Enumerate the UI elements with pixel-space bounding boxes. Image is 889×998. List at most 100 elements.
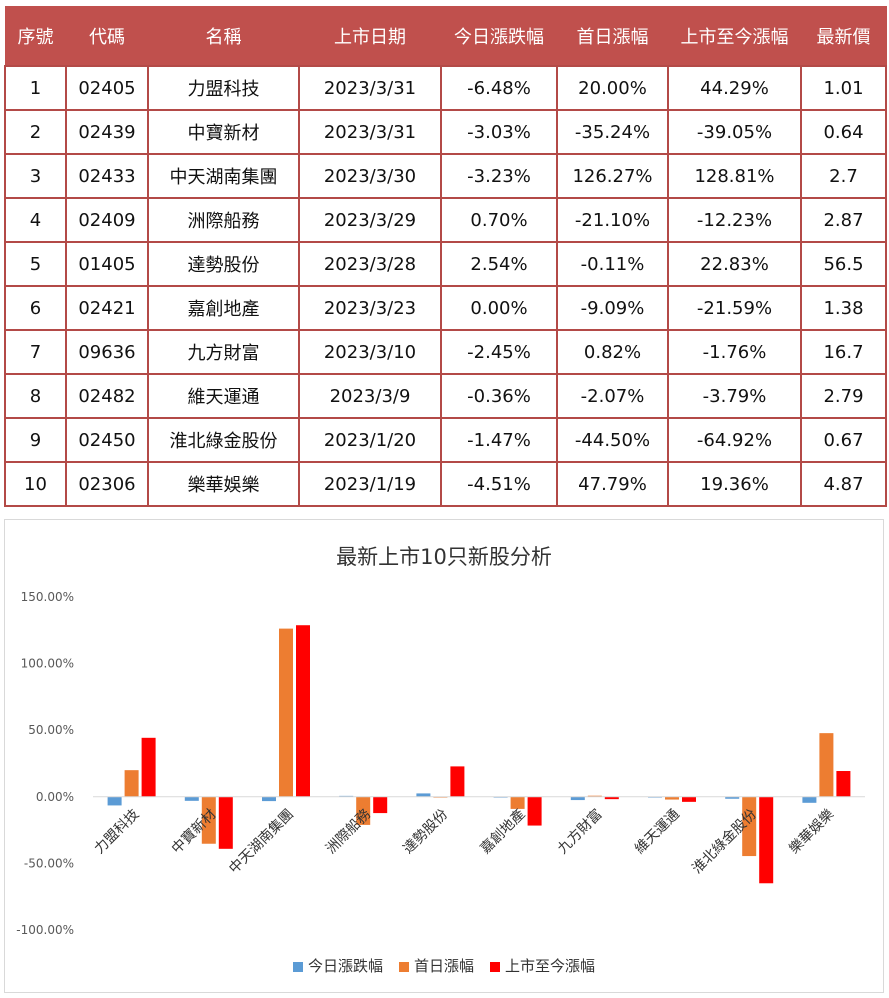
legend-item: 上市至今漲幅 <box>490 955 595 976</box>
cell-today-change: 2.54% <box>440 241 558 287</box>
table-row: 6 02421 嘉創地產 2023/3/23 0.00% -9.09% -21.59% 1.3… <box>4 285 887 331</box>
cell-seq: 5 <box>4 241 67 287</box>
ipo-table-container: 序號 代碼 名稱 上市日期 今日漲跌幅 首日漲幅 上市至今漲幅 最新價 1 024… <box>4 6 887 507</box>
cell-first-day-change: 20.00% <box>556 65 669 111</box>
cell-code: 02409 <box>65 197 149 243</box>
cell-name: 中寶新材 <box>147 109 300 155</box>
x-category-label: 維天運通 <box>632 806 683 857</box>
bar <box>682 796 696 802</box>
legend-label: 上市至今漲幅 <box>505 957 596 975</box>
y-tick-label: 50.00% <box>28 723 74 737</box>
table-row: 10 02306 樂華娛樂 2023/1/19 -4.51% 47.79% 19.36% 4.… <box>4 461 887 507</box>
cell-seq: 7 <box>4 329 67 375</box>
cell-change-since-listing: -39.05% <box>667 109 802 155</box>
cell-today-change: -3.03% <box>440 109 558 155</box>
chart-legend: 今日漲跌幅 首日漲幅 上市至今漲幅 <box>5 955 883 976</box>
header-first-day-change: 首日漲幅 <box>556 6 669 67</box>
cell-name: 維天運通 <box>147 373 300 419</box>
cell-listing-date: 2023/3/23 <box>298 285 442 331</box>
cell-seq: 4 <box>4 197 67 243</box>
cell-change-since-listing: 44.29% <box>667 65 802 111</box>
cell-first-day-change: -0.11% <box>556 241 669 287</box>
legend-item: 今日漲跌幅 <box>292 955 383 976</box>
cell-listing-date: 2023/1/20 <box>298 417 442 463</box>
x-category-label: 九方財富 <box>554 806 606 858</box>
bar <box>107 796 122 806</box>
cell-first-day-change: -2.07% <box>556 373 669 419</box>
bar <box>262 796 276 802</box>
cell-name: 達勢股份 <box>147 241 300 287</box>
cell-code: 09636 <box>65 329 149 375</box>
x-category-label: 樂華娛樂 <box>786 806 838 858</box>
legend-swatch <box>398 961 409 972</box>
header-today-change: 今日漲跌幅 <box>440 6 558 67</box>
y-tick-label: 150.00% <box>21 590 74 604</box>
bar <box>570 796 585 801</box>
bar <box>356 796 371 825</box>
table-row: 8 02482 維天運通 2023/3/9 -0.36% -2.07% -3.79% 2.79 <box>4 373 887 419</box>
bar <box>124 770 139 797</box>
cell-latest-price: 2.7 <box>800 153 887 199</box>
bar <box>759 796 774 884</box>
cell-first-day-change: -21.10% <box>556 197 669 243</box>
table-row: 2 02439 中寶新材 2023/3/31 -3.03% -35.24% -39.05% 0… <box>4 109 887 155</box>
cell-latest-price: 4.87 <box>800 461 887 507</box>
cell-first-day-change: -35.24% <box>556 109 669 155</box>
cell-change-since-listing: -1.76% <box>667 329 802 375</box>
cell-change-since-listing: -21.59% <box>667 285 802 331</box>
cell-today-change: 0.70% <box>440 197 558 243</box>
header-name: 名稱 <box>147 6 300 67</box>
cell-code: 02439 <box>65 109 149 155</box>
cell-today-change: -3.23% <box>440 153 558 199</box>
cell-today-change: -2.45% <box>440 329 558 375</box>
cell-latest-price: 0.64 <box>800 109 887 155</box>
cell-latest-price: 1.01 <box>800 65 887 111</box>
bar <box>450 766 465 797</box>
bar <box>742 796 757 857</box>
table-row: 9 02450 淮北綠金股份 2023/1/20 -1.47% -44.50% -64.92… <box>4 417 887 463</box>
bar <box>184 796 199 801</box>
cell-seq: 2 <box>4 109 67 155</box>
header-change-since-listing: 上市至今漲幅 <box>667 6 802 67</box>
cell-today-change: -0.36% <box>440 373 558 419</box>
table-row: 5 01405 達勢股份 2023/3/28 2.54% -0.11% 22.83% 56.5 <box>4 241 887 287</box>
header-code: 代碼 <box>65 6 149 67</box>
bar <box>604 796 619 800</box>
cell-listing-date: 2023/3/31 <box>298 109 442 155</box>
table-row: 1 02405 力盟科技 2023/3/31 -6.48% 20.00% 44.29% 1.0… <box>4 65 887 111</box>
chart-title: 最新上市10只新股分析 <box>336 545 552 569</box>
y-tick-label: -100.00% <box>16 923 74 937</box>
bar-series <box>107 625 851 884</box>
bar <box>279 628 293 797</box>
cell-name: 中天湖南集團 <box>147 153 300 199</box>
cell-code: 02450 <box>65 417 149 463</box>
cell-first-day-change: -44.50% <box>556 417 669 463</box>
x-category-label: 嘉創地產 <box>477 806 529 858</box>
bar <box>416 793 431 797</box>
cell-seq: 3 <box>4 153 67 199</box>
bar <box>510 796 525 809</box>
bar <box>819 733 834 797</box>
bar <box>141 737 156 797</box>
bar-chart: 最新上市10只新股分析 150.00% 100.00% 50.00% 0.00% -50… <box>16 545 865 937</box>
cell-change-since-listing: 22.83% <box>667 241 802 287</box>
y-tick-label: 0.00% <box>36 790 74 804</box>
cell-listing-date: 2023/3/10 <box>298 329 442 375</box>
cell-listing-date: 2023/3/30 <box>298 153 442 199</box>
table-header-row: 序號 代碼 名稱 上市日期 今日漲跌幅 首日漲幅 上市至今漲幅 最新價 <box>4 6 887 67</box>
bar <box>802 796 817 803</box>
table-row: 4 02409 洲際船務 2023/3/29 0.70% -21.10% -12.23% 2.… <box>4 197 887 243</box>
bar <box>201 796 216 844</box>
y-axis-tick-labels: 150.00% 100.00% 50.00% 0.00% -50.00% -100.00% <box>16 590 74 937</box>
cell-today-change: 0.00% <box>440 285 558 331</box>
bar <box>527 796 542 826</box>
x-category-label: 洲際船務 <box>323 806 374 857</box>
cell-first-day-change: 0.82% <box>556 329 669 375</box>
cell-seq: 10 <box>4 461 67 507</box>
cell-change-since-listing: 19.36% <box>667 461 802 507</box>
table-row: 7 09636 九方財富 2023/3/10 -2.45% 0.82% -1.76% 16.7 <box>4 329 887 375</box>
cell-latest-price: 2.79 <box>800 373 887 419</box>
cell-name: 力盟科技 <box>147 65 300 111</box>
cell-seq: 6 <box>4 285 67 331</box>
cell-code: 02433 <box>65 153 149 199</box>
